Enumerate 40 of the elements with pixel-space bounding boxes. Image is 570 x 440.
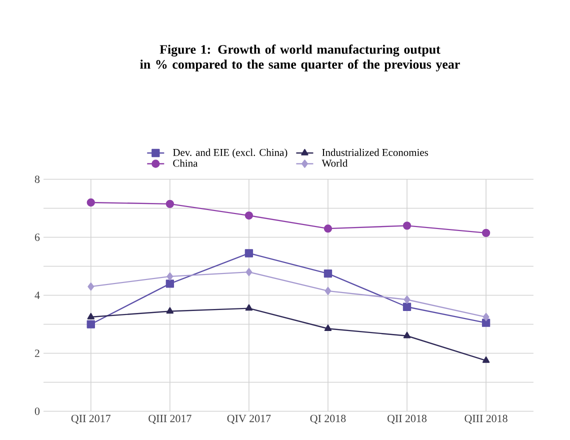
- point: [245, 304, 253, 311]
- x-tick-label: QIII 2018: [464, 414, 508, 424]
- legend-label: China: [173, 159, 198, 167]
- point: [86, 198, 95, 207]
- x-tick-label: QIV 2017: [227, 414, 271, 424]
- point: [482, 318, 490, 327]
- y-tick-label: 2: [34, 350, 40, 357]
- point: [324, 324, 332, 331]
- point: [324, 224, 332, 233]
- point: [402, 302, 412, 311]
- point: [166, 272, 174, 281]
- point: [404, 296, 410, 304]
- point: [87, 312, 95, 320]
- y-tick-label: 0: [34, 408, 40, 415]
- point: [246, 268, 252, 276]
- point: [482, 356, 490, 363]
- legend-label: Industrialized Economies: [322, 148, 428, 156]
- y-tick-label: 4: [34, 292, 40, 299]
- chart-title: Figure 1: Growth of world manufacturing output in % compared to the same quarter of the previous year: [140, 44, 460, 72]
- y-tick-label: 8: [34, 176, 40, 183]
- point: [166, 307, 174, 314]
- legend-label: World: [322, 159, 348, 167]
- y-tick-label: 6: [34, 234, 40, 241]
- point: [482, 312, 490, 322]
- x-tick-label: QI 2018: [310, 414, 346, 424]
- point: [324, 286, 332, 296]
- x-tick-label: QII 2017: [71, 414, 110, 424]
- point: [166, 280, 174, 288]
- point: [244, 249, 254, 258]
- legend-label: Dev. and EIE (excl. China): [173, 148, 288, 158]
- point: [402, 222, 412, 230]
- point: [403, 332, 411, 338]
- point: [166, 200, 174, 208]
- point: [482, 228, 490, 238]
- point: [244, 211, 254, 220]
- x-tick-label: QIII 2017: [148, 414, 192, 424]
- point: [324, 269, 332, 278]
- x-tick-label: QII 2018: [388, 414, 427, 424]
- point: [86, 320, 95, 328]
- point: [88, 282, 94, 291]
